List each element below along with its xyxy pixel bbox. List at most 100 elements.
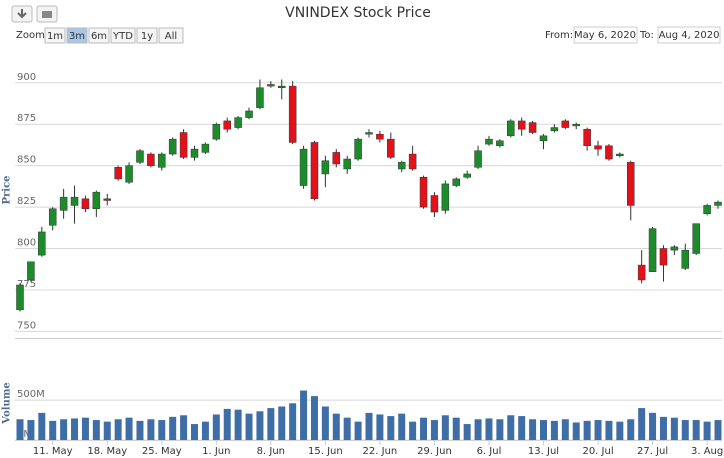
- candle-body: [48, 208, 57, 226]
- volume-bar: [540, 420, 547, 440]
- candle-body: [321, 160, 330, 175]
- volume-bar: [529, 419, 537, 440]
- candle-body: [463, 173, 471, 178]
- volume-bar: [81, 417, 89, 440]
- volume-bar: [38, 412, 46, 440]
- candle-body: [452, 178, 460, 186]
- volume-bar: [627, 419, 635, 440]
- from-input[interactable]: [573, 26, 638, 44]
- volume-bar: [136, 420, 144, 440]
- volume-bar: [278, 406, 286, 440]
- candle-body: [387, 138, 395, 158]
- candle-body: [212, 123, 221, 140]
- volume-bar: [616, 421, 624, 440]
- volume-bar: [376, 414, 384, 440]
- y-tick-label: 0M: [17, 429, 32, 440]
- y-tick-label: 500M: [17, 389, 45, 400]
- candle-body: [539, 135, 548, 142]
- download-icon: [17, 9, 27, 19]
- volume-bar: [223, 408, 231, 440]
- x-tick-label: 15. Jun: [308, 446, 343, 457]
- zoom-button[interactable]: [88, 27, 110, 44]
- volume-bar: [289, 403, 297, 440]
- candle-body: [496, 140, 504, 147]
- volume-bar: [332, 413, 340, 440]
- x-tick-label: 29. Jun: [417, 446, 452, 457]
- y-tick-label: 750: [17, 320, 36, 331]
- candle-body: [343, 158, 351, 170]
- zoom-button[interactable]: [66, 27, 88, 44]
- zoom-button-label: 1y: [141, 31, 153, 42]
- volume-bar: [485, 418, 493, 440]
- candle-body: [648, 228, 657, 272]
- x-tick-label: 22. Jun: [363, 446, 398, 457]
- candle-body: [278, 85, 286, 89]
- candle-body: [27, 261, 35, 281]
- volume-bar: [234, 409, 242, 440]
- candle-body: [441, 183, 450, 211]
- candle-body: [616, 153, 624, 156]
- to-input[interactable]: [657, 26, 721, 44]
- candle-body: [408, 153, 417, 170]
- to-value: Aug 4, 2020: [659, 30, 720, 41]
- volume-bar: [27, 420, 35, 440]
- zoom-label: Zoom: [16, 30, 45, 41]
- x-tick-label: 25. May: [142, 446, 182, 457]
- y-tick-label: 825: [17, 196, 36, 207]
- volume-bar: [649, 412, 657, 440]
- volume-bar: [638, 408, 646, 440]
- to-label: To:: [639, 30, 654, 41]
- y-tick-label: 900: [17, 72, 36, 83]
- zoom-button[interactable]: [110, 27, 136, 44]
- volume-bar: [507, 415, 515, 440]
- volume-bar: [245, 413, 253, 440]
- zoom-button[interactable]: [136, 27, 158, 44]
- candle-body: [681, 249, 690, 269]
- volume-bar: [267, 408, 275, 440]
- volume-bar: [452, 417, 460, 440]
- x-tick-label: 8. Jun: [257, 446, 285, 457]
- candle-body: [92, 191, 101, 209]
- volume-bar: [71, 418, 79, 440]
- candle-body: [288, 85, 297, 143]
- volume-bar: [681, 420, 689, 440]
- volume-bar: [49, 420, 57, 440]
- volume-bar: [387, 416, 395, 440]
- candle-body: [583, 128, 591, 147]
- zoom-button-label: All: [165, 31, 177, 42]
- candle-body: [267, 84, 275, 87]
- volume-bar: [114, 419, 122, 440]
- candle-body: [190, 148, 199, 158]
- candle-body: [397, 162, 406, 170]
- zoom-button[interactable]: [44, 27, 66, 44]
- x-tick-label: 11. May: [33, 446, 73, 457]
- zoom-button[interactable]: [158, 27, 184, 44]
- candle-body: [430, 195, 439, 213]
- candle-body: [485, 138, 493, 145]
- candle-body: [147, 153, 155, 166]
- candle-body: [223, 120, 231, 130]
- y-tick-label: 875: [17, 113, 36, 124]
- volume-bar: [60, 419, 68, 440]
- y-tick-label: 850: [17, 155, 36, 166]
- candle-body: [670, 246, 679, 251]
- volume-bar: [518, 416, 526, 440]
- candle-body: [703, 205, 711, 214]
- volume-bar: [594, 420, 602, 440]
- volume-bar: [256, 411, 264, 440]
- volume-bar: [561, 419, 569, 440]
- candle-body: [637, 264, 646, 281]
- volume-bar: [103, 421, 111, 440]
- volume-axis-title: Volume: [2, 382, 13, 425]
- candle-body: [103, 198, 111, 201]
- volume-bar: [714, 420, 722, 440]
- from-value: May 6, 2020: [574, 30, 636, 41]
- candle-body: [692, 223, 700, 254]
- print-icon: [42, 11, 52, 18]
- candle-body: [168, 138, 177, 155]
- zoom-button-label: 6m: [91, 31, 107, 42]
- volume-bar: [420, 417, 428, 440]
- candle-body: [659, 248, 668, 266]
- candle-body: [256, 87, 264, 108]
